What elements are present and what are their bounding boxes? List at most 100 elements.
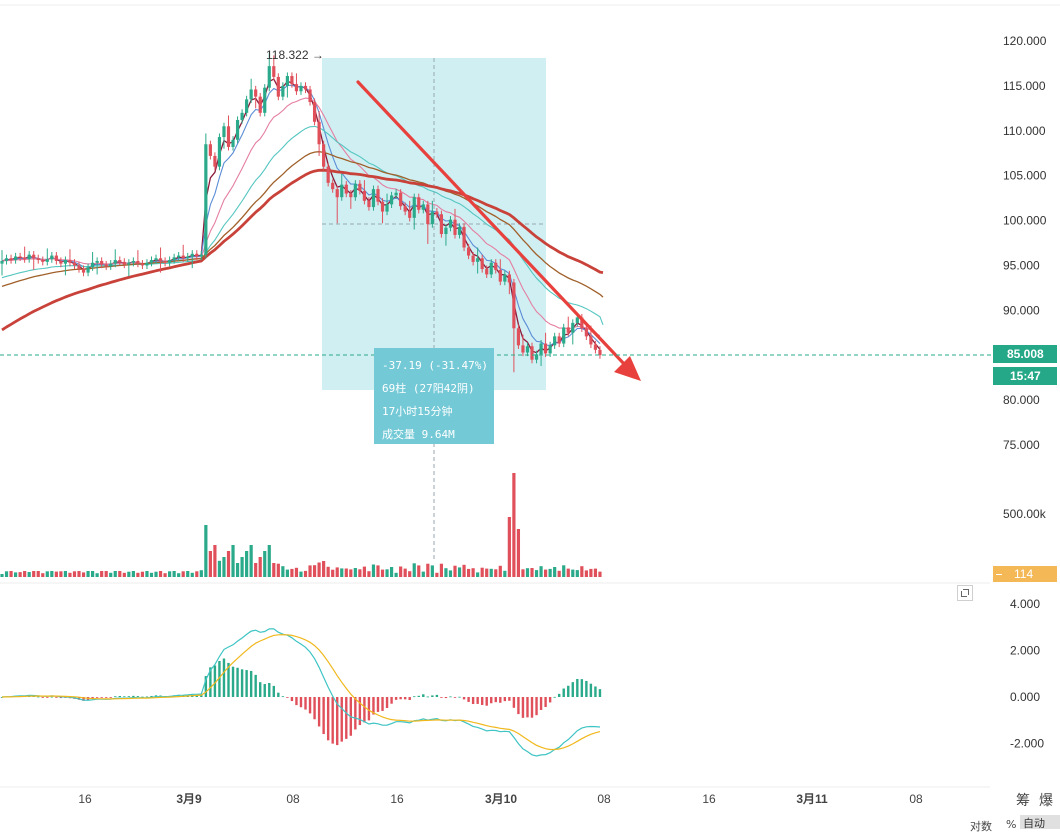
- candle-body: [358, 183, 362, 191]
- candle-body: [163, 260, 167, 263]
- volume-bar: [548, 568, 552, 577]
- macd-bar: [132, 695, 135, 697]
- macd-bar: [136, 696, 140, 697]
- price-tick-label: 90.000: [1003, 303, 1040, 317]
- volume-bar: [226, 551, 231, 577]
- volume-bar: [254, 563, 258, 577]
- candle-body: [312, 102, 317, 122]
- candle-body: [41, 260, 45, 262]
- candle-body: [45, 259, 49, 262]
- candle: [222, 122, 226, 149]
- candle: [172, 253, 176, 264]
- candle-body: [281, 85, 285, 97]
- macd-bar: [358, 697, 362, 726]
- candle-body: [394, 192, 398, 196]
- ma-very-long-line: [1, 168, 604, 332]
- volume-bar: [303, 570, 308, 577]
- volume-bar: [63, 571, 68, 577]
- log-scale-toggle[interactable]: 对数: [970, 820, 992, 833]
- candle-body: [149, 260, 154, 263]
- candle: [54, 251, 58, 265]
- selection-change: -37.19 (-31.47%): [382, 359, 488, 372]
- time-axis: 16 3月9 08 16 3月10 08 16 3月11 08: [78, 792, 923, 806]
- macd-bar: [530, 697, 534, 718]
- candle: [81, 265, 86, 277]
- candle-body: [36, 258, 40, 261]
- candle: [163, 257, 167, 267]
- candle: [548, 341, 552, 358]
- candle: [177, 251, 181, 261]
- volume-bar: [589, 568, 593, 577]
- volume-bar: [154, 571, 158, 577]
- time-tick-label: 08: [597, 792, 611, 806]
- liquidation-button[interactable]: 爆: [1039, 793, 1053, 809]
- expand-icon[interactable]: [957, 585, 973, 601]
- volume-bar: [489, 568, 493, 577]
- candle-body: [213, 155, 217, 167]
- macd-histogram: [0, 658, 602, 746]
- selection-bars: 69柱 (27阳42阴): [382, 382, 475, 395]
- macd-bar: [426, 696, 430, 698]
- volume-bar: [217, 560, 222, 577]
- candle-body: [494, 262, 498, 270]
- candle-body: [59, 260, 63, 264]
- candle-body: [267, 66, 271, 88]
- volume-bar: [245, 551, 249, 577]
- candle-body: [118, 260, 122, 262]
- candle-body: [562, 327, 566, 344]
- volume-bar: [534, 570, 539, 577]
- macd-bar: [0, 697, 4, 698]
- candle: [258, 93, 262, 117]
- high-price-label: 118.322 →: [266, 48, 324, 62]
- candle-body: [399, 192, 403, 207]
- time-tick-label: 16: [702, 792, 716, 806]
- candle-body: [575, 317, 579, 323]
- candle: [503, 270, 507, 286]
- candle-body: [127, 262, 131, 265]
- volume-bar: [258, 557, 262, 577]
- candle-body: [168, 260, 172, 263]
- macd-bar: [200, 695, 203, 697]
- percent-scale-toggle[interactable]: %: [1006, 818, 1017, 831]
- candle-body: [181, 255, 185, 259]
- time-tick-label: 16: [390, 792, 404, 806]
- macd-bar: [231, 666, 235, 697]
- volume-bar: [140, 571, 145, 577]
- volume-bar: [571, 569, 575, 577]
- candle: [349, 190, 353, 209]
- candle-body: [448, 219, 453, 228]
- candle: [417, 193, 421, 214]
- candle: [0, 250, 4, 276]
- volume-bar: [566, 568, 570, 577]
- candle: [27, 251, 31, 263]
- volume-bar: [100, 571, 104, 577]
- candle-body: [32, 254, 36, 259]
- candle: [267, 52, 271, 92]
- price-tick-label: 75.000: [1003, 438, 1040, 452]
- volume-bar: [494, 569, 498, 577]
- candle: [204, 133, 208, 259]
- chip-distribution-button[interactable]: 筹: [1016, 793, 1030, 809]
- macd-bar: [499, 697, 502, 703]
- candle-body: [91, 262, 95, 268]
- macd-bar: [585, 680, 588, 697]
- candle-body: [50, 255, 54, 260]
- candle: [86, 263, 90, 277]
- macd-bar: [322, 697, 325, 735]
- candle-body: [417, 197, 421, 210]
- candle: [494, 259, 498, 274]
- volume-bar: [435, 572, 439, 577]
- candle: [140, 260, 145, 270]
- candle-body: [380, 201, 385, 212]
- macd-bar: [444, 697, 448, 699]
- macd-bar: [367, 697, 371, 721]
- volume-bar: [163, 573, 167, 577]
- candle-body: [172, 257, 176, 261]
- macd-bar: [512, 697, 516, 708]
- candle: [68, 249, 72, 267]
- candle: [231, 136, 235, 151]
- candle: [408, 200, 412, 222]
- macd-bar: [372, 697, 375, 715]
- time-tick-label: 16: [78, 792, 92, 806]
